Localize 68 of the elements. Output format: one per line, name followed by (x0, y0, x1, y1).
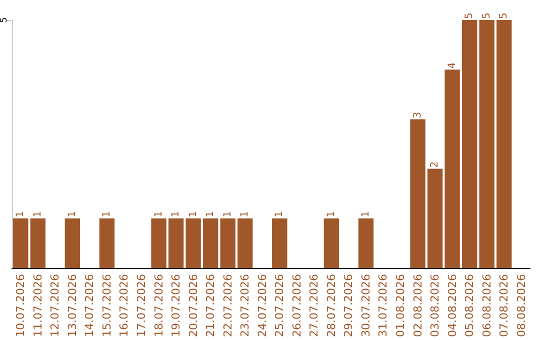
x-tick-label: 30.07.2026 (359, 274, 372, 337)
data-label: 1 (360, 211, 372, 218)
data-label: 5 (464, 12, 476, 19)
bar (410, 119, 426, 268)
x-tick-label: 23.07.2026 (238, 274, 252, 337)
bar (324, 218, 340, 268)
bar (220, 218, 236, 268)
bar (168, 218, 184, 268)
bar (151, 218, 166, 268)
data-label: 1 (15, 211, 26, 218)
bar (272, 218, 288, 268)
x-tick-label: 02.08.2026 (411, 274, 424, 337)
x-tick-label: 25.07.2026 (273, 274, 286, 337)
data-label: 1 (274, 211, 286, 218)
x-tick-label: 11.07.2026 (31, 274, 44, 337)
x-tick-label: 16.07.2026 (118, 274, 131, 337)
bar (64, 218, 80, 268)
x-tick-label: 24.07.2026 (256, 274, 269, 337)
bar (462, 20, 478, 268)
data-label: 1 (32, 211, 44, 218)
bar (13, 218, 28, 268)
x-tick-label: 26.07.2026 (290, 274, 304, 337)
x-tick-label: 27.07.2026 (308, 274, 321, 337)
x-tick-label: 28.07.2026 (324, 274, 338, 337)
data-label: 1 (101, 211, 112, 218)
x-tick-label: 17.07.2026 (135, 274, 148, 337)
x-tick-label: 04.08.2026 (446, 274, 459, 337)
x-tick-label: 20.07.2026 (186, 274, 200, 337)
bar (186, 218, 201, 268)
x-tick-label: 10.07.2026 (14, 274, 28, 337)
data-label: 5 (498, 12, 510, 19)
data-label: 4 (446, 62, 458, 69)
x-tick-label: 08.08.2026 (514, 274, 528, 337)
x-tick-label: 22.07.2026 (221, 274, 234, 337)
data-label: 1 (326, 211, 337, 218)
data-label: 5 (481, 12, 492, 19)
bar (202, 218, 218, 268)
data-label: 3 (412, 112, 424, 118)
x-tick-label: 12.07.2026 (48, 274, 62, 337)
x-tick-label: 29.07.2026 (342, 274, 356, 337)
x-tick-label: 05.08.2026 (463, 274, 476, 337)
bar (99, 218, 115, 268)
x-tick-label: 21.07.2026 (204, 274, 218, 337)
x-tick-label: 06.08.2026 (480, 274, 494, 337)
data-label: 1 (205, 211, 216, 218)
x-tick-label: 01.08.2026 (394, 274, 407, 337)
bar (496, 20, 512, 268)
bar (358, 218, 374, 268)
data-label: 1 (188, 211, 199, 218)
x-tick-label: 31.07.2026 (376, 274, 390, 337)
data-label: 1 (153, 211, 164, 218)
x-tick-label: 18.07.2026 (152, 274, 166, 337)
x-tick-label: 15.07.2026 (100, 274, 114, 337)
data-label: 1 (66, 211, 78, 218)
bar (479, 20, 494, 268)
x-tick-label: 07.08.2026 (498, 274, 511, 337)
x-tick-label: 03.08.2026 (428, 274, 442, 337)
data-label: 1 (170, 211, 182, 218)
data-label: 1 (240, 211, 251, 218)
bar (427, 168, 443, 268)
x-tick-label: 19.07.2026 (170, 274, 183, 337)
bar (238, 218, 253, 268)
x-tick-label: 13.07.2026 (66, 274, 79, 337)
bar (444, 70, 460, 268)
data-label: 1 (222, 211, 234, 218)
data-label: 2 (430, 161, 441, 168)
x-tick-label: 14.07.2026 (83, 274, 96, 337)
bar (30, 218, 46, 268)
